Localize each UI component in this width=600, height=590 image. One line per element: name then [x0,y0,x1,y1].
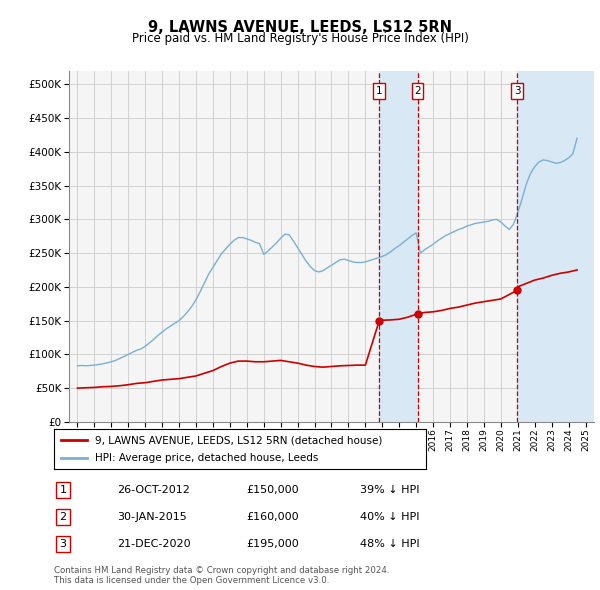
Text: 21-DEC-2020: 21-DEC-2020 [117,539,191,549]
Text: £195,000: £195,000 [246,539,299,549]
Text: 9, LAWNS AVENUE, LEEDS, LS12 5RN (detached house): 9, LAWNS AVENUE, LEEDS, LS12 5RN (detach… [95,435,382,445]
Text: 48% ↓ HPI: 48% ↓ HPI [360,539,419,549]
Text: £150,000: £150,000 [246,485,299,494]
Text: 1: 1 [59,485,67,494]
Text: 9, LAWNS AVENUE, LEEDS, LS12 5RN: 9, LAWNS AVENUE, LEEDS, LS12 5RN [148,20,452,35]
Text: 2: 2 [59,512,67,522]
Text: Contains HM Land Registry data © Crown copyright and database right 2024.
This d: Contains HM Land Registry data © Crown c… [54,566,389,585]
Text: 26-OCT-2012: 26-OCT-2012 [117,485,190,494]
Bar [379,71,418,422]
Text: 3: 3 [514,86,521,96]
Text: Price paid vs. HM Land Registry's House Price Index (HPI): Price paid vs. HM Land Registry's House … [131,32,469,45]
Text: £160,000: £160,000 [246,512,299,522]
Text: 2: 2 [414,86,421,96]
Bar [517,71,594,422]
Text: 40% ↓ HPI: 40% ↓ HPI [360,512,419,522]
Text: 1: 1 [376,86,383,96]
Text: 30-JAN-2015: 30-JAN-2015 [117,512,187,522]
Text: HPI: Average price, detached house, Leeds: HPI: Average price, detached house, Leed… [95,453,318,463]
Text: 3: 3 [59,539,67,549]
Text: 39% ↓ HPI: 39% ↓ HPI [360,485,419,494]
